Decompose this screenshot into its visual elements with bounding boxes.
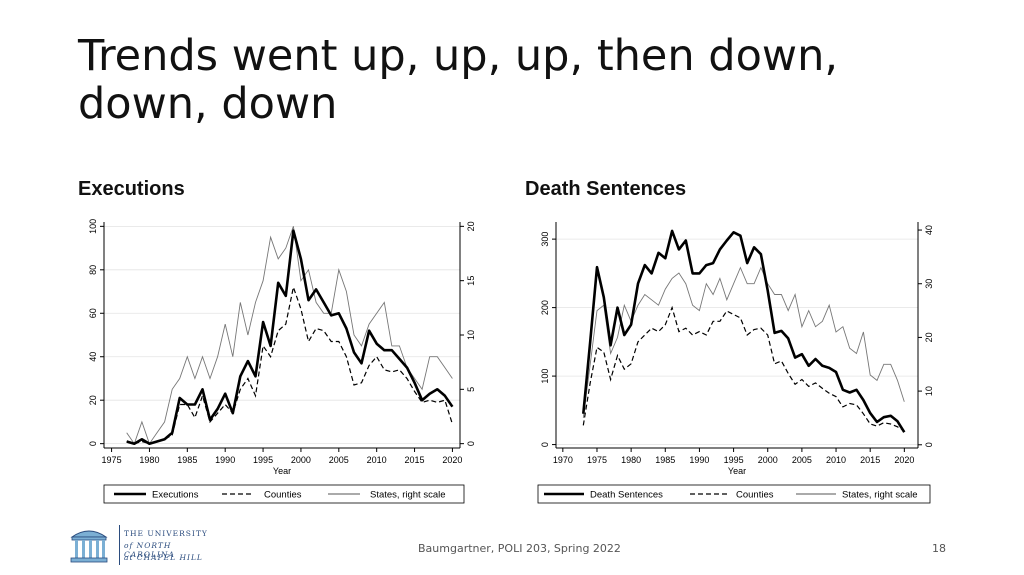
legend-label: Counties: [736, 490, 774, 501]
death-sentences-chart: 0 100 200 300 0 10 20 30 40 1970 1975 1980 1985 1990 1…: [537, 222, 934, 504]
legend-label: Death Sentences: [590, 490, 663, 501]
slide-title: Trends went up, up, up, then down, down,…: [78, 31, 838, 129]
x-tick-label: 2020: [894, 455, 914, 465]
old-well-icon: [70, 530, 108, 563]
x-tick-label: 1975: [587, 455, 607, 465]
series-line-death-sentences: [582, 229, 906, 433]
logo-line2: of NORTH CAROLINA: [124, 541, 175, 559]
y-tick-label-left: 100: [540, 369, 550, 384]
series-line-states-right-scale: [582, 266, 905, 418]
x-axis-label: Year: [273, 466, 291, 476]
legend-box: [103, 484, 465, 504]
series-line-executions: [126, 229, 454, 445]
x-tick-label: 1980: [139, 455, 159, 465]
y-tick-label-right: 5: [466, 387, 476, 392]
x-axis-label: Year: [728, 466, 746, 476]
y-tick-label-left: 100: [88, 219, 98, 234]
y-tick-label-right: 30: [924, 279, 934, 289]
executions-chart: 0 20 40 60 80 100 0 5 10 15 20 1975 1980 1985 1990 1995…: [88, 219, 476, 504]
death-sentences-heading: Death Sentences: [525, 178, 687, 200]
legend-label: Counties: [264, 490, 302, 501]
x-tick-label: 1975: [102, 455, 122, 465]
x-tick-label: 1995: [724, 455, 744, 465]
y-tick-label-left: 60: [88, 308, 98, 318]
series-line-counties: [126, 284, 453, 445]
footer-credit: Baumgartner, POLI 203, Spring 2022: [418, 542, 621, 555]
series-line-counties: [582, 305, 905, 432]
y-tick-label-left: 200: [540, 300, 550, 315]
y-tick-label-right: 0: [924, 442, 934, 447]
y-tick-label-right: 40: [924, 225, 934, 235]
y-tick-label-right: 10: [466, 330, 476, 340]
x-tick-label: 1980: [621, 455, 641, 465]
x-tick-label: 2005: [792, 455, 812, 465]
y-tick-label-left: 40: [88, 352, 98, 362]
y-tick-label-left: 0: [540, 442, 550, 447]
unc-logo: THE UNIVERSITY of NORTH CAROLINA at CHAP…: [68, 523, 218, 567]
y-tick-label-left: 0: [88, 441, 98, 446]
logo-line1: THE UNIVERSITY: [124, 529, 208, 538]
y-tick-label-right: 10: [924, 386, 934, 396]
legend-label: Executions: [152, 490, 199, 501]
y-tick-label-right: 0: [466, 441, 476, 446]
x-tick-label: 1985: [177, 455, 197, 465]
x-tick-label: 2000: [758, 455, 778, 465]
x-tick-label: 2015: [860, 455, 880, 465]
x-tick-label: 2015: [405, 455, 425, 465]
y-tick-label-left: 80: [88, 265, 98, 275]
page-number: 18: [932, 542, 946, 555]
y-tick-label-left: 300: [540, 232, 550, 247]
x-tick-label: 1990: [215, 455, 235, 465]
x-tick-label: 2000: [291, 455, 311, 465]
legend-label: States, right scale: [842, 490, 918, 501]
legend-label: States, right scale: [370, 490, 446, 501]
x-tick-label: 1985: [655, 455, 675, 465]
x-tick-label: 2010: [826, 455, 846, 465]
y-tick-label-left: 20: [88, 395, 98, 405]
y-tick-label-right: 20: [466, 221, 476, 231]
x-tick-label: 2020: [442, 455, 462, 465]
y-tick-label-right: 15: [466, 276, 476, 286]
logo-line3: at CHAPEL HILL: [124, 553, 203, 562]
legend-box: [537, 484, 931, 504]
x-tick-label: 1990: [689, 455, 709, 465]
x-tick-label: 1995: [253, 455, 273, 465]
executions-heading: Executions: [78, 178, 185, 200]
x-tick-label: 2010: [367, 455, 387, 465]
x-tick-label: 1970: [553, 455, 573, 465]
series-line-states-right-scale: [126, 226, 453, 445]
y-tick-label-right: 20: [924, 332, 934, 342]
x-tick-label: 2005: [329, 455, 349, 465]
